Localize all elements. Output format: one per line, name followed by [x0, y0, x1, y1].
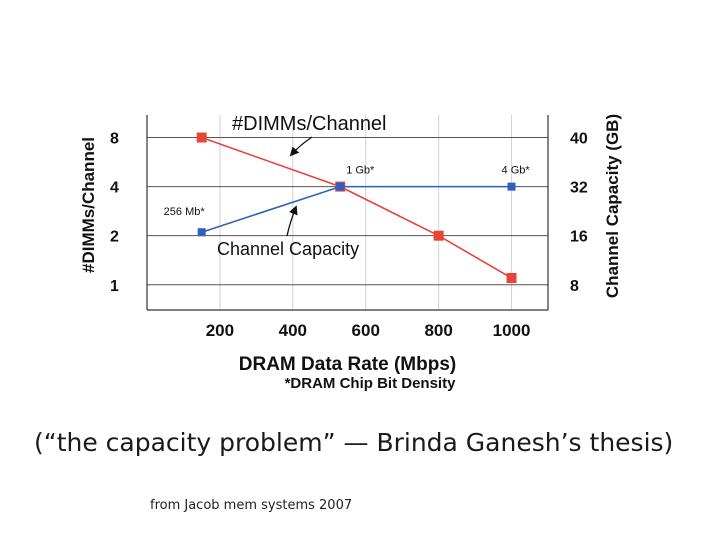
annotation-capacity-arrow [286, 205, 298, 237]
y-right-tick-label: 8 [570, 278, 579, 295]
annotation-dimms-label: #DIMMs/Channel [232, 113, 387, 135]
data-point-dimms [433, 230, 444, 241]
annotation-density-256mb: 256 Mb* [164, 206, 206, 218]
series-line-capacity [201, 185, 512, 233]
series-line-dimms [201, 136, 512, 279]
x-tick-label: 200 [206, 321, 234, 340]
y-left-tick-label: 1 [110, 278, 119, 295]
y-left-tick-label: 4 [110, 180, 119, 197]
x-tick-label: 800 [424, 321, 452, 340]
y-right-tick-label: 40 [570, 131, 588, 148]
y-right-tick-label: 16 [570, 229, 588, 246]
data-point-capacity [507, 182, 516, 191]
annotation-capacity-label: Channel Capacity [217, 239, 359, 259]
data-point-dimms [506, 273, 517, 284]
annotation-dimms-arrow [289, 136, 313, 157]
x-axis-title: DRAM Data Rate (Mbps) [239, 354, 456, 375]
data-point-capacity [336, 182, 345, 191]
y-left-tick-label: 2 [110, 229, 119, 246]
x-axis-footnote: *DRAM Chip Bit Density [285, 375, 456, 392]
data-point-dimms [196, 132, 207, 143]
y-left-axis-title: #DIMMs/Channel [79, 137, 98, 273]
source-credit: from Jacob mem systems 2007 [150, 498, 353, 513]
y-right-axis-title: Channel Capacity (GB) [603, 114, 622, 298]
x-tick-label: 600 [352, 321, 380, 340]
annotation-density-1gb: 1 Gb* [346, 165, 375, 177]
annotation-density-4gb: 4 Gb* [502, 165, 531, 177]
y-right-tick-label: 32 [570, 180, 588, 197]
data-point-capacity [197, 228, 206, 237]
caption: (“the capacity problem” — Brinda Ganesh’… [34, 428, 674, 457]
x-tick-label: 1000 [493, 321, 531, 340]
x-tick-label: 400 [279, 321, 307, 340]
y-left-tick-label: 8 [110, 131, 119, 148]
